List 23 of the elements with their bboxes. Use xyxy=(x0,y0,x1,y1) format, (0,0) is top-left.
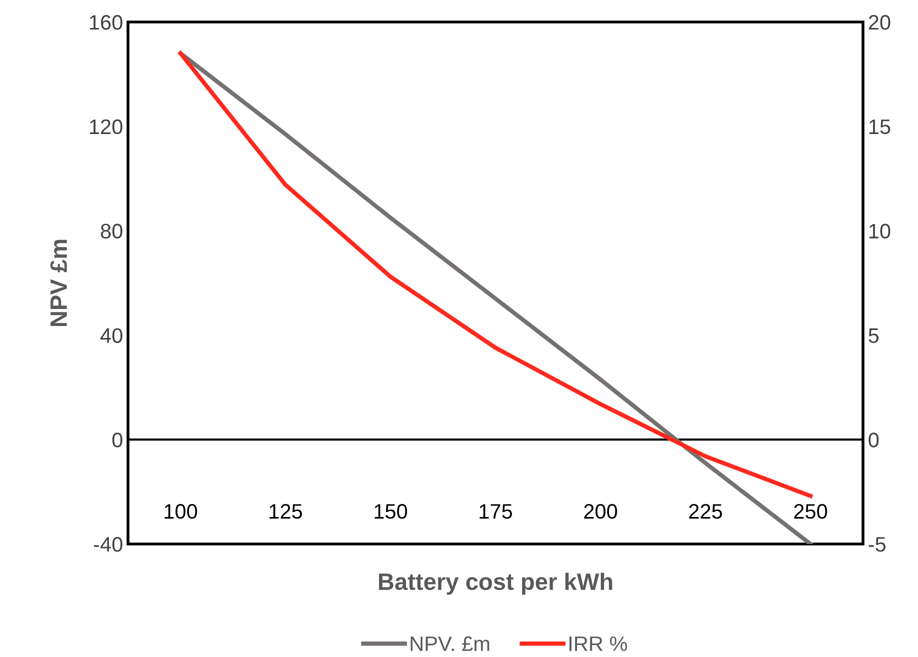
y2-tick-label: 5 xyxy=(868,328,879,343)
y-tick-label: 80 xyxy=(100,224,122,239)
y-tick-label: 160 xyxy=(90,15,122,30)
y-tick-label: 120 xyxy=(90,119,122,134)
legend-label: IRR % xyxy=(570,636,628,652)
x-tick-label: 175 xyxy=(480,504,512,519)
y2-tick-label: 15 xyxy=(869,120,890,134)
y-tick-label: 40 xyxy=(100,328,122,343)
x-tick-label: 125 xyxy=(270,504,302,519)
y2-tick-label: -5 xyxy=(868,537,886,552)
x-tick-label: 250 xyxy=(794,504,828,519)
y-tick-label: 0 xyxy=(112,432,122,448)
y-axis-title: NPV £m xyxy=(50,240,67,326)
x-tick-label: 200 xyxy=(584,504,618,519)
x-axis-title: Battery cost per kWh xyxy=(379,572,612,595)
y2-tick-label: 10 xyxy=(869,224,890,239)
x-tick-label: 225 xyxy=(689,504,722,519)
y-tick-label: -40 xyxy=(94,537,122,552)
x-tick-label: 100 xyxy=(164,504,198,519)
y2-tick-label: 0 xyxy=(868,432,879,448)
y2-tick-label: 20 xyxy=(868,15,890,30)
x-tick-label: 150 xyxy=(374,504,408,519)
legend-label: NPV. £m xyxy=(410,636,490,651)
